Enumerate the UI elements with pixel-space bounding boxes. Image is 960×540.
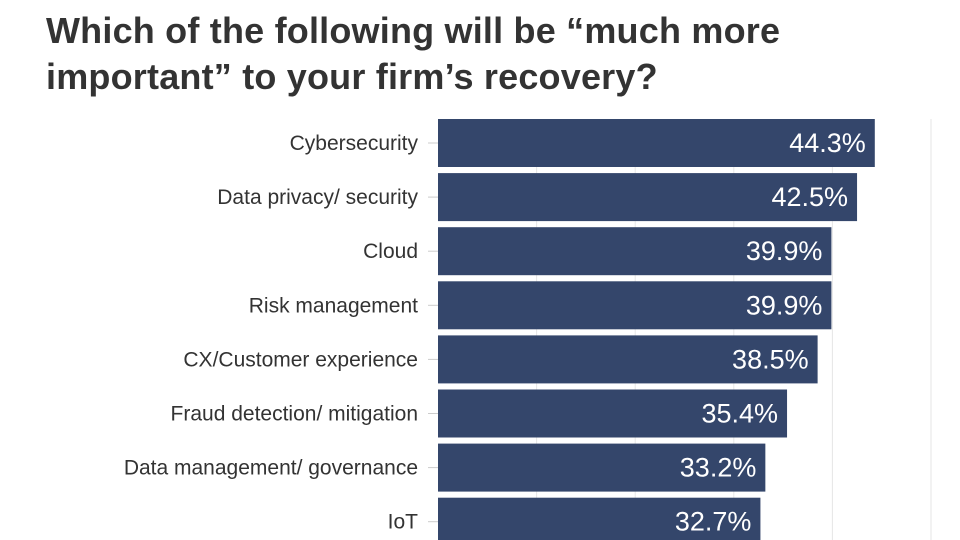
category-label: Fraud detection/ mitigation bbox=[171, 403, 418, 426]
data-label: 35.4% bbox=[701, 399, 778, 429]
data-label: 32.7% bbox=[675, 507, 752, 537]
category-label: CX/Customer experience bbox=[183, 348, 418, 371]
data-label: 39.9% bbox=[746, 236, 823, 266]
category-label: Cloud bbox=[363, 240, 418, 263]
bar bbox=[438, 227, 832, 276]
bar bbox=[438, 281, 832, 330]
data-label: 39.9% bbox=[746, 290, 823, 320]
data-label: 33.2% bbox=[680, 453, 757, 483]
bar bbox=[438, 443, 766, 492]
bar bbox=[438, 173, 858, 222]
bar bbox=[438, 389, 788, 438]
bar bbox=[438, 119, 875, 167]
chart-title: Which of the following will be “much mor… bbox=[46, 10, 781, 97]
data-label: 42.5% bbox=[771, 182, 848, 212]
bars bbox=[438, 119, 875, 540]
bar bbox=[438, 497, 761, 540]
labels: Cybersecurity 44.3% Data privacy/ security… bbox=[124, 128, 866, 537]
category-label: Data privacy/ security bbox=[217, 186, 418, 209]
category-label: Cybersecurity bbox=[290, 132, 419, 155]
data-label: 38.5% bbox=[732, 344, 809, 374]
data-label: 44.3% bbox=[789, 128, 866, 158]
category-label: Data management/ governance bbox=[124, 457, 418, 480]
category-label: IoT bbox=[388, 511, 419, 534]
bar bbox=[438, 335, 818, 384]
category-label: Risk management bbox=[249, 294, 418, 317]
